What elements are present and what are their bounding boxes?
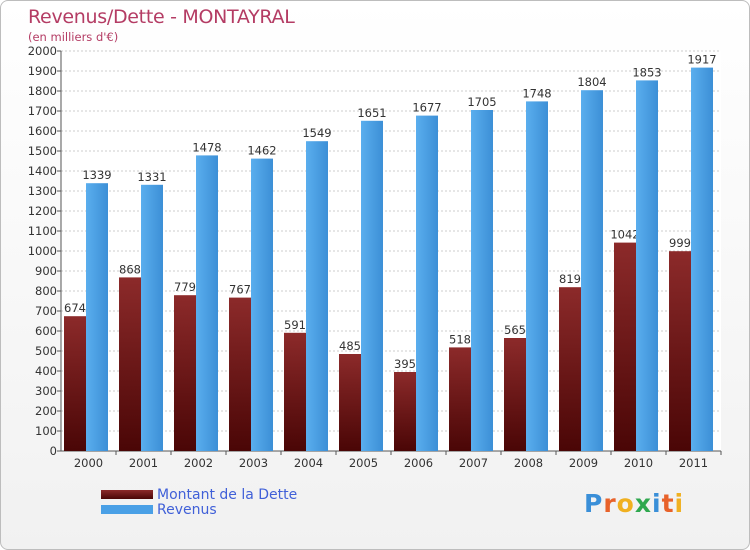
data-label-revenue: 1853 bbox=[632, 65, 661, 79]
data-label-revenue: 1462 bbox=[247, 144, 276, 158]
data-label-debt: 779 bbox=[174, 280, 196, 294]
x-tick-label: 2001 bbox=[129, 456, 158, 470]
data-label-debt: 485 bbox=[339, 339, 361, 353]
bar-revenue bbox=[526, 101, 548, 452]
x-tick-label: 2005 bbox=[349, 456, 378, 470]
bar-revenue bbox=[416, 115, 438, 451]
data-label-revenue: 1651 bbox=[357, 106, 386, 120]
data-label-revenue: 1748 bbox=[522, 86, 551, 100]
legend-label-revenue: Revenus bbox=[157, 502, 217, 518]
data-label-revenue: 1549 bbox=[302, 126, 331, 140]
y-tick-label: 600 bbox=[35, 324, 57, 338]
y-tick-label: 1000 bbox=[28, 244, 57, 258]
bar-debt bbox=[394, 372, 416, 451]
bar-revenue bbox=[581, 90, 603, 451]
x-tick-label: 2000 bbox=[74, 456, 103, 470]
data-label-revenue: 1339 bbox=[82, 168, 111, 182]
data-label-revenue: 1804 bbox=[577, 75, 606, 89]
bar-revenue bbox=[251, 158, 273, 451]
bar-debt bbox=[119, 277, 141, 451]
bar-debt bbox=[64, 316, 86, 451]
logo-letter: i bbox=[652, 489, 662, 518]
x-tick-label: 2007 bbox=[459, 456, 488, 470]
bar-revenue bbox=[471, 110, 493, 451]
data-label-debt: 767 bbox=[229, 283, 251, 297]
x-tick-label: 2006 bbox=[404, 456, 433, 470]
data-label-debt: 395 bbox=[394, 357, 416, 371]
x-tick-label: 2002 bbox=[184, 456, 213, 470]
x-tick-label: 2008 bbox=[514, 456, 543, 470]
bar-debt bbox=[229, 297, 251, 451]
data-label-debt: 518 bbox=[449, 332, 471, 346]
legend-swatch-revenue bbox=[101, 505, 153, 514]
logo-letter: x bbox=[634, 489, 652, 518]
y-tick-label: 1400 bbox=[28, 164, 57, 178]
data-label-debt: 819 bbox=[559, 272, 581, 286]
data-label-debt: 674 bbox=[64, 301, 86, 315]
logo-letter: P bbox=[584, 489, 604, 518]
bar-debt bbox=[339, 354, 361, 451]
legend-swatch-debt bbox=[101, 490, 153, 499]
bar-debt bbox=[284, 332, 306, 451]
bar-revenue bbox=[636, 80, 658, 452]
x-tick-label: 2003 bbox=[239, 456, 268, 470]
bar-debt bbox=[449, 347, 471, 451]
x-tick-label: 2004 bbox=[294, 456, 323, 470]
bar-revenue bbox=[86, 183, 108, 451]
data-label-revenue: 1917 bbox=[687, 53, 716, 67]
bar-debt bbox=[174, 295, 196, 451]
bar-revenue bbox=[141, 184, 163, 452]
y-tick-label: 1900 bbox=[28, 64, 57, 78]
bar-debt bbox=[669, 251, 691, 451]
logo-letter: t bbox=[661, 489, 675, 518]
y-tick-label: 1300 bbox=[28, 184, 57, 198]
y-tick-label: 1500 bbox=[28, 144, 57, 158]
data-label-revenue: 1478 bbox=[192, 140, 221, 154]
bar-debt bbox=[614, 242, 636, 451]
y-tick-label: 1200 bbox=[28, 204, 57, 218]
data-label-debt: 1042 bbox=[610, 228, 639, 242]
bar-debt bbox=[559, 287, 581, 451]
y-tick-label: 1800 bbox=[28, 84, 57, 98]
y-tick-label: 100 bbox=[35, 424, 57, 438]
logo-letter: i bbox=[674, 489, 685, 518]
y-tick-label: 700 bbox=[35, 304, 57, 318]
y-tick-label: 1600 bbox=[28, 124, 57, 138]
data-label-revenue: 1705 bbox=[467, 95, 496, 109]
proxiti-logo: Proxiti bbox=[584, 489, 684, 518]
y-tick-label: 900 bbox=[35, 264, 57, 278]
data-label-debt: 565 bbox=[504, 323, 526, 337]
logo-letter: o bbox=[616, 489, 635, 518]
bar-revenue bbox=[361, 120, 383, 452]
data-label-revenue: 1331 bbox=[137, 170, 166, 184]
bar-revenue bbox=[691, 67, 713, 451]
y-tick-label: 300 bbox=[35, 384, 57, 398]
y-tick-label: 400 bbox=[35, 364, 57, 378]
legend-label-debt: Montant de la Dette bbox=[157, 487, 298, 503]
y-tick-label: 1700 bbox=[28, 104, 57, 118]
x-tick-label: 2011 bbox=[679, 456, 708, 470]
y-tick-label: 2000 bbox=[28, 44, 57, 58]
x-tick-label: 2010 bbox=[624, 456, 653, 470]
y-tick-label: 200 bbox=[35, 404, 57, 418]
data-label-debt: 591 bbox=[284, 318, 306, 332]
y-tick-label: 500 bbox=[35, 344, 57, 358]
x-tick-label: 2009 bbox=[569, 456, 598, 470]
data-label-revenue: 1677 bbox=[412, 101, 441, 115]
bar-revenue bbox=[306, 141, 328, 451]
y-tick-label: 800 bbox=[35, 284, 57, 298]
data-label-debt: 999 bbox=[669, 236, 691, 250]
y-tick-label: 1100 bbox=[28, 224, 57, 238]
logo-letter: r bbox=[603, 489, 617, 518]
chart-subtitle: (en milliers d'€) bbox=[28, 30, 119, 44]
data-label-debt: 868 bbox=[119, 262, 141, 276]
bar-revenue bbox=[196, 155, 218, 451]
y-tick-label: 0 bbox=[50, 444, 57, 458]
bar-debt bbox=[504, 338, 526, 451]
chart-title: Revenus/Dette - MONTAYRAL bbox=[28, 6, 295, 28]
